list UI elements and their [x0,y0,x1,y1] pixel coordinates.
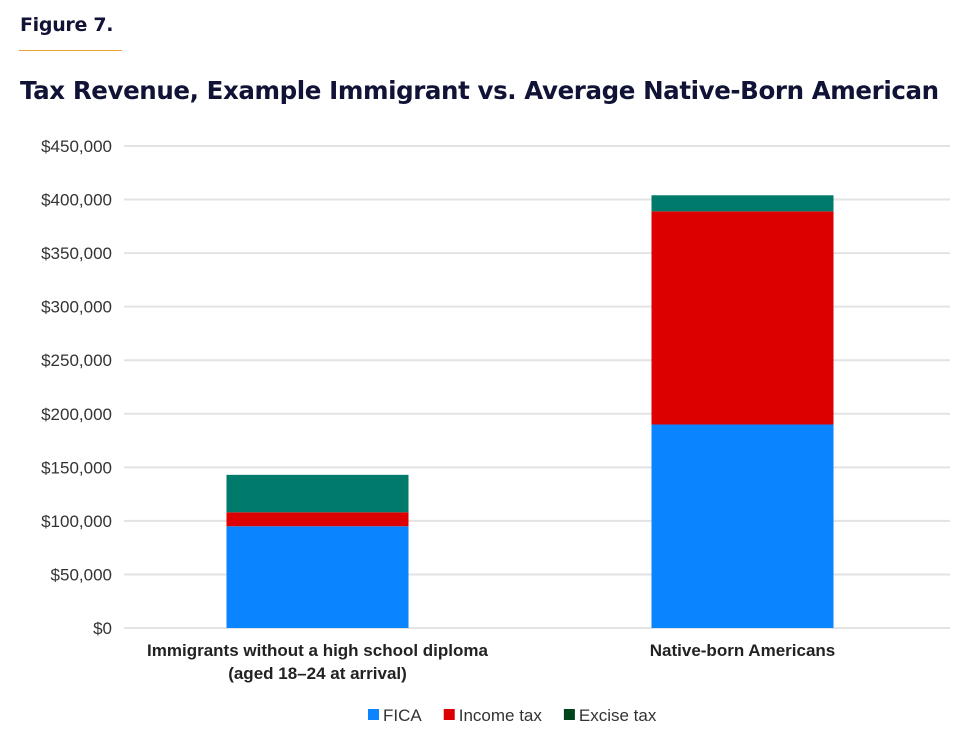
x-category-label: Native-born Americans [650,641,835,660]
bar-segment-fica [226,526,409,628]
y-tick-label: $100,000 [41,512,112,531]
legend-label: Income tax [459,706,543,725]
legend-swatch [368,709,379,720]
chart-title: Tax Revenue, Example Immigrant vs. Avera… [20,76,939,105]
y-tick-label: $300,000 [41,298,112,317]
x-category-label: Immigrants without a high school diploma [147,641,489,660]
y-tick-label: $200,000 [41,405,112,424]
legend-label: FICA [383,706,422,725]
y-axis-ticks: $0 $50,000 $100,000 $150,000 $200,000 $250,00… [41,137,112,638]
bar-segment-excise-tax [651,195,834,212]
legend: FICA Income tax Excise tax [368,706,657,725]
bar-segment-income-tax [651,211,834,425]
figure-label-underline [19,50,122,51]
legend-swatch [563,709,575,720]
figure-label: Figure 7. [20,14,114,36]
x-axis-categories: Immigrants without a high school diploma… [147,641,835,683]
bar-segment-income-tax [226,512,409,527]
y-tick-label: $0 [93,619,112,638]
y-tick-label: $150,000 [41,458,112,477]
legend-label: Excise tax [579,706,657,725]
x-category-label: (aged 18–24 at arrival) [228,664,407,683]
bar-segment-fica [651,424,834,628]
bars [226,195,834,628]
y-tick-label: $50,000 [51,565,112,584]
y-tick-label: $400,000 [41,191,112,210]
y-tick-label: $350,000 [41,244,112,263]
bar-segment-excise-tax [226,474,409,513]
y-tick-label: $450,000 [41,137,112,156]
legend-swatch [443,709,455,720]
y-tick-label: $250,000 [41,351,112,370]
